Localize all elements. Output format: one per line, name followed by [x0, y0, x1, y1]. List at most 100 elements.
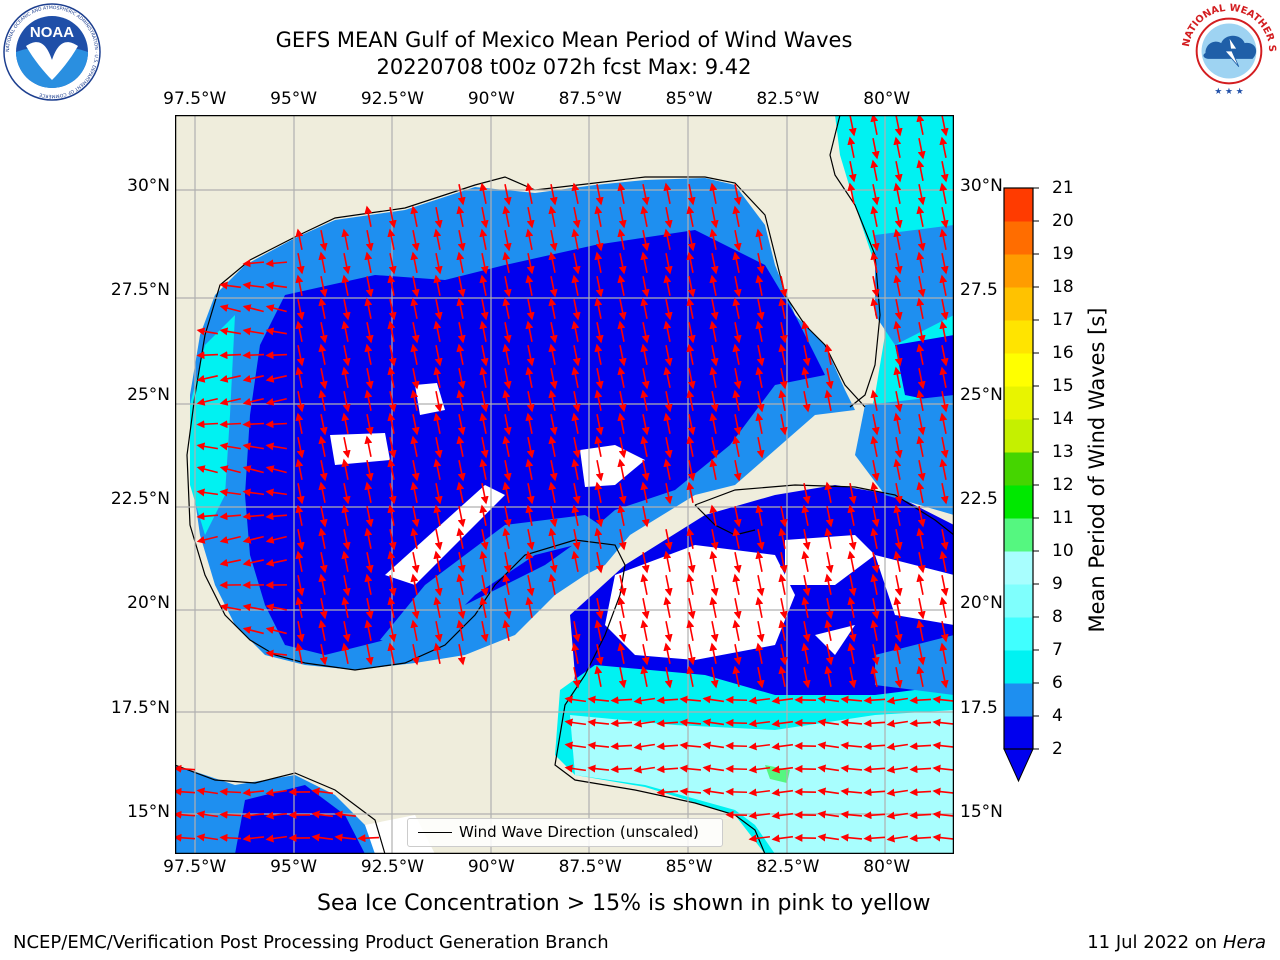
- wave-direction-arrow: [702, 741, 725, 750]
- wave-direction-arrow: [595, 276, 604, 298]
- wave-direction-arrow: [779, 368, 788, 390]
- lon-tick-bottom: 90°W: [467, 857, 515, 877]
- wave-direction-arrow: [296, 345, 305, 367]
- wave-direction-arrow: [656, 719, 679, 728]
- wave-direction-arrow: [594, 389, 603, 411]
- wave-direction-arrow: [686, 297, 695, 319]
- footer-date: 11 Jul 2022 on Hera: [1087, 932, 1266, 954]
- wave-direction-arrow: [679, 741, 702, 750]
- wave-direction-arrow: [456, 527, 465, 549]
- wave-direction-arrow: [502, 251, 511, 273]
- colorbar-segment: [1004, 254, 1033, 288]
- wave-direction-arrow: [909, 696, 932, 705]
- wave-direction-arrow: [265, 351, 288, 360]
- wave-direction-arrow: [388, 437, 397, 459]
- wave-direction-arrow: [594, 619, 603, 641]
- wave-direction-arrow: [411, 322, 420, 344]
- wave-direction-arrow: [870, 297, 879, 319]
- wave-direction-arrow: [410, 343, 419, 365]
- wave-direction-arrow: [434, 345, 443, 367]
- wave-direction-arrow: [641, 460, 650, 482]
- wave-direction-arrow: [618, 483, 627, 505]
- wave-direction-arrow: [502, 527, 511, 549]
- wave-direction-arrow: [771, 788, 794, 797]
- wave-direction-arrow: [434, 437, 443, 459]
- wave-direction-arrow: [664, 207, 673, 229]
- wave-direction-arrow: [640, 389, 649, 411]
- wave-direction-arrow: [940, 667, 949, 689]
- wave-direction-arrow: [663, 596, 672, 618]
- wave-direction-arrow: [295, 320, 304, 342]
- wave-direction-arrow: [457, 460, 466, 482]
- wave-direction-arrow: [242, 834, 265, 843]
- wave-direction-arrow: [479, 274, 488, 296]
- wave-direction-arrow: [663, 412, 672, 434]
- lat-tick-right: 30°N: [960, 175, 1003, 196]
- wave-direction-arrow: [457, 230, 466, 252]
- wave-direction-arrow: [480, 529, 489, 551]
- wave-direction-arrow: [870, 481, 879, 503]
- wave-direction-arrow: [778, 619, 787, 641]
- wave-direction-arrow: [549, 230, 558, 252]
- wave-direction-arrow: [778, 527, 787, 549]
- wave-direction-arrow: [411, 460, 420, 482]
- colorbar-tick-label: 9: [1052, 574, 1063, 594]
- map-frame: [175, 115, 954, 854]
- wave-direction-arrow: [656, 765, 679, 774]
- wave-direction-arrow: [847, 596, 856, 618]
- wave-direction-arrow: [219, 351, 242, 360]
- wave-direction-arrow: [939, 642, 948, 664]
- lon-tick-top: 80°W: [863, 89, 911, 109]
- wave-direction-arrow: [571, 550, 580, 572]
- wave-direction-arrow: [526, 207, 535, 229]
- wave-direction-arrow: [610, 742, 633, 751]
- lon-tick-top: 82.5°W: [756, 89, 820, 109]
- wave-direction-arrow: [932, 833, 954, 842]
- wave-direction-arrow: [503, 368, 512, 390]
- wave-direction-arrow: [525, 504, 534, 526]
- wave-direction-arrow: [548, 435, 557, 457]
- wave-direction-arrow: [242, 420, 265, 429]
- wave-direction-arrow: [725, 810, 748, 819]
- wave-direction-arrow: [242, 259, 265, 268]
- colorbar-tick-label: 18: [1052, 277, 1074, 297]
- wave-direction-arrow: [219, 442, 241, 451]
- wave-direction-arrow: [341, 458, 350, 480]
- wave-direction-arrow: [617, 366, 626, 388]
- wave-direction-arrow: [909, 811, 932, 820]
- colorbar: [1003, 187, 1039, 783]
- wave-direction-arrow: [733, 598, 742, 620]
- wave-direction-arrow: [870, 665, 879, 687]
- wave-direction-arrow: [710, 345, 719, 367]
- wave-direction-arrow: [387, 550, 396, 572]
- wave-direction-arrow: [916, 481, 925, 503]
- wave-direction-arrow: [411, 598, 420, 620]
- wave-direction-arrow: [526, 253, 535, 275]
- lon-tick-bottom: 97.5°W: [163, 857, 227, 877]
- wave-direction-arrow: [319, 506, 328, 528]
- wave-direction-arrow: [311, 810, 334, 819]
- wave-direction-arrow: [318, 343, 327, 365]
- wave-direction-arrow: [595, 552, 604, 574]
- wave-direction-arrow: [480, 345, 489, 367]
- wave-direction-arrow: [825, 368, 834, 390]
- wave-direction-arrow: [548, 343, 557, 365]
- wave-direction-arrow: [549, 322, 558, 344]
- wave-direction-arrow: [480, 391, 489, 413]
- wave-direction-arrow: [687, 276, 696, 298]
- wave-direction-arrow: [564, 741, 587, 750]
- wave-direction-arrow: [733, 506, 742, 528]
- wave-direction-arrow: [457, 276, 466, 298]
- wave-direction-arrow: [917, 460, 926, 482]
- wave-direction-arrow: [664, 391, 673, 413]
- wave-direction-arrow: [311, 787, 334, 796]
- wave-direction-arrow: [917, 506, 926, 528]
- wave-direction-arrow: [594, 481, 603, 503]
- wave-direction-arrow: [457, 644, 466, 666]
- wave-direction-arrow: [732, 665, 741, 687]
- wave-direction-arrow: [265, 442, 287, 451]
- wave-direction-arrow: [365, 368, 374, 390]
- wave-direction-arrow: [318, 573, 327, 595]
- wave-direction-arrow: [296, 437, 305, 459]
- wave-direction-arrow: [771, 834, 794, 843]
